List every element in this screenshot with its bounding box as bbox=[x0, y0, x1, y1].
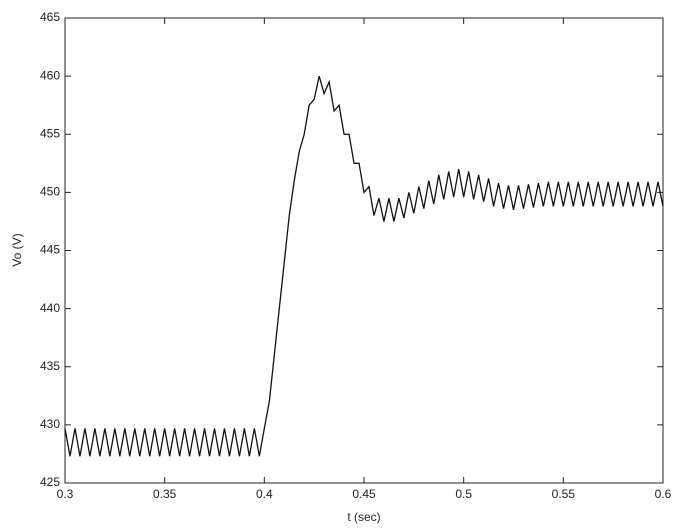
x-tick-label: 0.5 bbox=[455, 487, 472, 501]
y-tick-label: 460 bbox=[40, 68, 60, 82]
x-axis-label: t (sec) bbox=[347, 510, 380, 524]
y-tick-label: 425 bbox=[40, 475, 60, 489]
x-tick-label: 0.4 bbox=[256, 487, 273, 501]
y-axis-label: Vo (V) bbox=[10, 233, 24, 266]
plot-frame bbox=[64, 17, 664, 484]
y-tick-label: 440 bbox=[40, 301, 60, 315]
y-tick-label: 430 bbox=[40, 417, 60, 431]
x-tick-label: 0.55 bbox=[552, 487, 576, 501]
x-tick-label: 0.3 bbox=[57, 487, 74, 501]
y-tick-label: 450 bbox=[40, 185, 60, 199]
y-tick-label: 465 bbox=[40, 10, 60, 24]
y-tick-label: 435 bbox=[40, 359, 60, 373]
x-tick-label: 0.45 bbox=[352, 487, 376, 501]
data-line bbox=[64, 75, 664, 457]
y-tick-label: 455 bbox=[40, 126, 60, 140]
x-tick-label: 0.35 bbox=[153, 487, 177, 501]
x-tick-label: 0.6 bbox=[655, 487, 672, 501]
y-tick-label: 445 bbox=[40, 243, 60, 257]
